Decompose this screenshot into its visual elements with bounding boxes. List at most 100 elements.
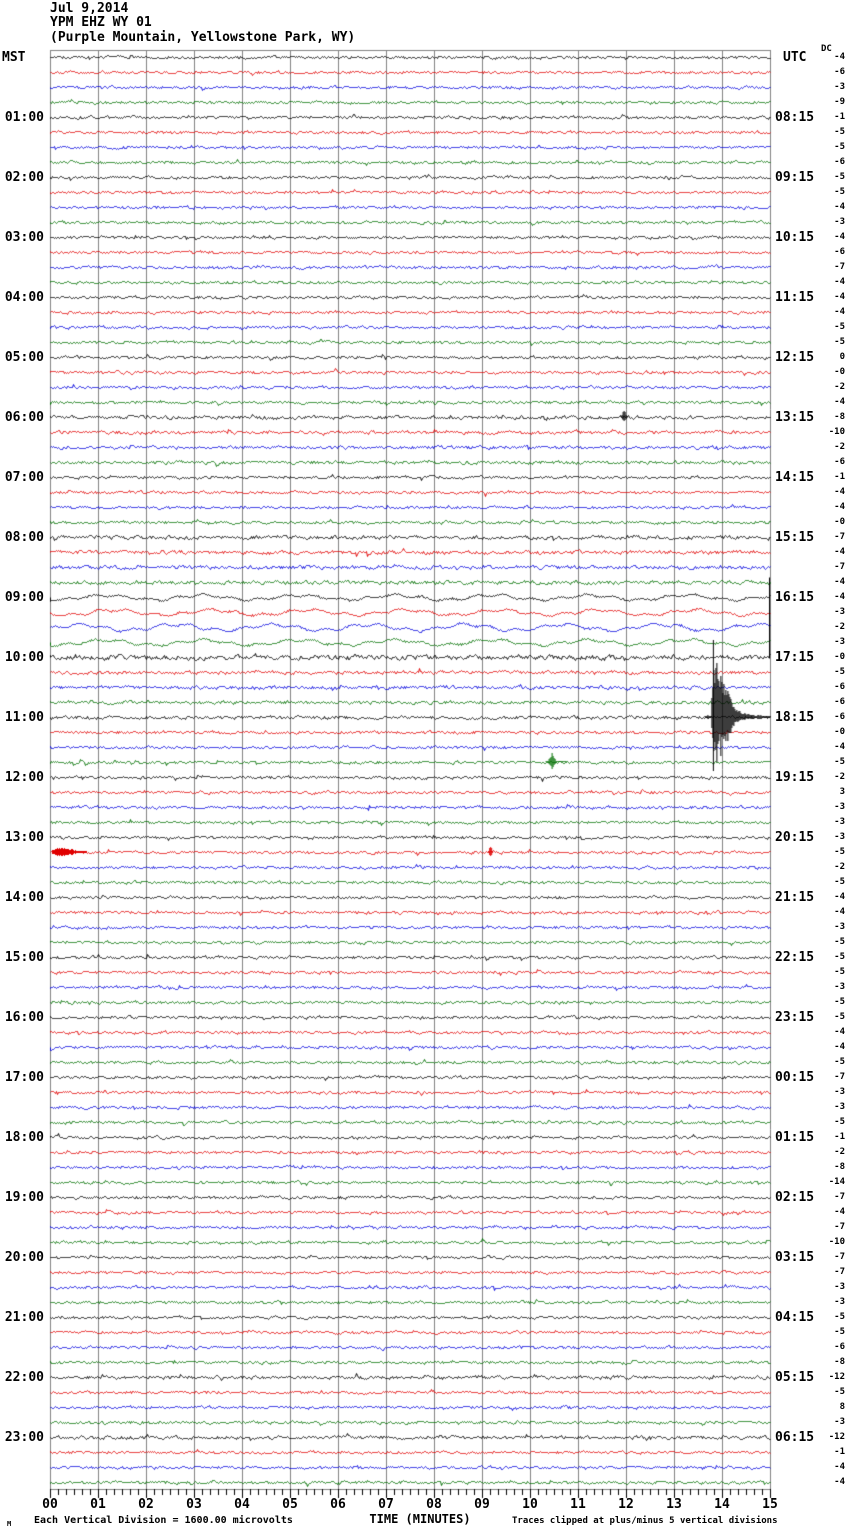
dc-offset-value: -0: [834, 727, 845, 737]
dc-offset-value: -1: [834, 112, 845, 122]
dc-offset-value: -6: [834, 247, 845, 257]
dc-offset-value: -0: [834, 652, 845, 662]
left-time-label: 11:00: [4, 710, 44, 725]
dc-offset-value: -6: [834, 67, 845, 77]
dc-offset-value: -4: [834, 292, 845, 302]
dc-offset-value: -5: [834, 967, 845, 977]
left-time-label: 08:00: [4, 530, 44, 545]
dc-offset-value: -4: [834, 307, 845, 317]
dc-offset-value: -5: [834, 877, 845, 887]
right-time-label: 01:15: [775, 1130, 815, 1145]
dc-offset-value: -2: [834, 382, 845, 392]
right-time-label: 17:15: [775, 650, 815, 665]
dc-offset-value: -3: [834, 982, 845, 992]
right-time-label: 04:15: [775, 1310, 815, 1325]
right-time-label: 11:15: [775, 290, 815, 305]
left-time-label: 21:00: [4, 1310, 44, 1325]
dc-offset-value: -4: [834, 1207, 845, 1217]
dc-offset-value: -5: [834, 1057, 845, 1067]
right-time-label: 09:15: [775, 170, 815, 185]
dc-offset-value: -7: [834, 1222, 845, 1232]
right-time-label: 03:15: [775, 1250, 815, 1265]
dc-offset-value: -2: [834, 622, 845, 632]
footer-clip-note: Traces clipped at plus/minus 5 vertical …: [512, 1516, 778, 1526]
right-time-label: 10:15: [775, 230, 815, 245]
dc-offset-value: -6: [834, 457, 845, 467]
dc-offset-value: -9: [834, 97, 845, 107]
dc-offset-value: -12: [828, 1432, 845, 1442]
dc-offset-value: -5: [834, 847, 845, 857]
left-time-label: 14:00: [4, 890, 44, 905]
dc-offset-value: -3: [834, 1417, 845, 1427]
left-time-label: 02:00: [4, 170, 44, 185]
dc-offset-value: -7: [834, 532, 845, 542]
left-time-label: 15:00: [4, 950, 44, 965]
right-time-label: 18:15: [775, 710, 815, 725]
dc-offset-value: -5: [834, 1117, 845, 1127]
dc-offset-value: -3: [834, 82, 845, 92]
right-time-label: 19:15: [775, 770, 815, 785]
left-time-label: 13:00: [4, 830, 44, 845]
dc-offset-value: -2: [834, 442, 845, 452]
right-time-label: 05:15: [775, 1370, 815, 1385]
dc-offset-value: -2: [834, 1147, 845, 1157]
dc-offset-value: -3: [834, 1102, 845, 1112]
dc-offset-value: -1: [834, 472, 845, 482]
dc-offset-value: -5: [834, 667, 845, 677]
x-axis-tick-label: 11: [570, 1497, 586, 1512]
dc-offset-value: -3: [834, 1297, 845, 1307]
dc-offset-value: -7: [834, 1072, 845, 1082]
dc-offset-value: -3: [834, 217, 845, 227]
right-time-label: 08:15: [775, 110, 815, 125]
dc-offset-value: -4: [834, 397, 845, 407]
dc-offset-value: -1: [834, 1132, 845, 1142]
dc-offset-value: -4: [834, 1027, 845, 1037]
dc-offset-value: -7: [834, 1252, 845, 1262]
right-time-label: 00:15: [775, 1070, 815, 1085]
x-axis-tick-label: 09: [474, 1497, 490, 1512]
dc-offset-value: -5: [834, 172, 845, 182]
right-time-label: 02:15: [775, 1190, 815, 1205]
dc-offset-value: -7: [834, 1192, 845, 1202]
dc-offset-value: -4: [834, 277, 845, 287]
left-time-label: 18:00: [4, 1130, 44, 1145]
dc-offset-value: -3: [834, 607, 845, 617]
dc-offset-value: -3: [834, 802, 845, 812]
dc-offset-value: -6: [834, 682, 845, 692]
dc-offset-value: -5: [834, 1312, 845, 1322]
dc-offset-value: -4: [834, 1462, 845, 1472]
dc-offset-value: -7: [834, 262, 845, 272]
dc-offset-value: -3: [834, 922, 845, 932]
dc-offset-value: -4: [834, 202, 845, 212]
right-time-label: 14:15: [775, 470, 815, 485]
dc-offset-value: -3: [834, 1087, 845, 1097]
dc-offset-value: -10: [828, 427, 845, 437]
dc-offset-value: -2: [834, 772, 845, 782]
dc-offset-value: -1: [834, 1447, 845, 1457]
dc-offset-value: -8: [834, 1357, 845, 1367]
x-axis-title: TIME (MINUTES): [369, 1512, 471, 1526]
x-axis-tick-label: 01: [90, 1497, 106, 1512]
dc-offset-value: -4: [834, 1042, 845, 1052]
x-axis-tick-label: 07: [378, 1497, 394, 1512]
left-time-label: 22:00: [4, 1370, 44, 1385]
dc-offset-value: -5: [834, 322, 845, 332]
left-time-label: 17:00: [4, 1070, 44, 1085]
left-time-label: 06:00: [4, 410, 44, 425]
dc-offset-value: -4: [834, 742, 845, 752]
left-time-label: 16:00: [4, 1010, 44, 1025]
x-axis-tick-label: 03: [186, 1497, 202, 1512]
left-time-label: 07:00: [4, 470, 44, 485]
footer-mark: M: [7, 1520, 12, 1528]
dc-offset-value: -3: [834, 832, 845, 842]
dc-offset-value: -0: [834, 367, 845, 377]
dc-offset-value: 0: [839, 352, 845, 362]
dc-offset-value: -6: [834, 712, 845, 722]
right-time-label: 22:15: [775, 950, 815, 965]
left-time-label: 23:00: [4, 1430, 44, 1445]
dc-offset-value: -5: [834, 337, 845, 347]
left-time-label: 10:00: [4, 650, 44, 665]
dc-offset-value: -5: [834, 997, 845, 1007]
dc-offset-value: -6: [834, 697, 845, 707]
